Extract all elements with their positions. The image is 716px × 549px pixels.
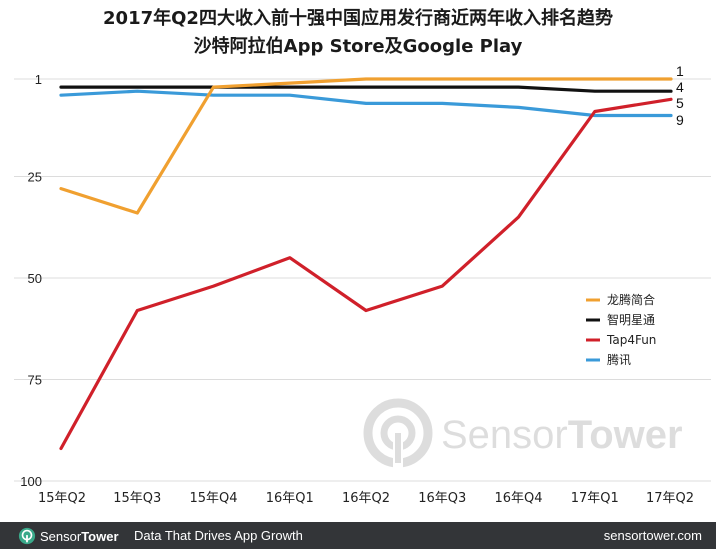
series-line: [59, 85, 673, 93]
x-tick-label: 17年Q2: [646, 491, 694, 506]
y-axis: 1 25 50 75 100: [20, 72, 42, 489]
x-tick-label: 17年Q1: [571, 491, 619, 506]
footer-brand-part1: Sensor: [40, 528, 82, 544]
series-end-label: 9: [676, 112, 684, 128]
x-tick-label: 15年Q2: [38, 491, 86, 506]
series-end-label: 4: [676, 79, 684, 95]
series-end-label: 5: [676, 95, 684, 111]
legend-label: Tap4Fun: [606, 333, 656, 347]
y-tick-label: 50: [28, 271, 42, 286]
grid: [14, 78, 711, 482]
footer-tagline: Data That Drives App Growth: [134, 528, 303, 543]
legend-label: 龙腾简合: [607, 292, 655, 307]
footer-brand: SensorTower: [40, 529, 119, 544]
footer-site-link[interactable]: sensortower.com: [603, 528, 702, 543]
footer-brand-part2: Tower: [81, 528, 119, 544]
x-axis: 15年Q2 15年Q3 15年Q4 16年Q1 16年Q2 16年Q3 16年Q4 17年Q1…: [38, 491, 694, 506]
watermark: SensorTower: [363, 398, 683, 471]
watermark-text-part2: Tower: [568, 413, 683, 457]
series-line: [59, 97, 673, 451]
y-tick-label: 100: [20, 474, 42, 489]
y-tick-label: 25: [28, 169, 42, 184]
chart-title: 2017年Q2四大收入前十强中国应用发行商近两年收入排名趋势: [103, 8, 613, 29]
series-end-label: 1: [676, 63, 684, 79]
y-tick-label: 75: [28, 372, 42, 387]
watermark-text: SensorTower: [441, 413, 683, 457]
chart-subtitle: 沙特阿拉伯App Store及Google Play: [193, 36, 523, 57]
x-tick-label: 16年Q2: [342, 491, 390, 506]
line-chart: SensorTower 1 25 50 75 100 15年Q2 15年Q3 15年Q4 16…: [14, 63, 711, 506]
x-tick-label: 15年Q4: [189, 491, 237, 506]
legend-label: 腾讯: [607, 352, 631, 367]
series-lines: [59, 77, 673, 451]
legend-label: 智明星通: [607, 312, 655, 327]
x-tick-label: 16年Q1: [266, 491, 314, 506]
series-line: [59, 77, 673, 215]
x-tick-label: 16年Q3: [418, 491, 466, 506]
watermark-text-part1: Sensor: [441, 413, 568, 457]
footer-bar: SensorTower Data That Drives App Growth …: [0, 522, 716, 549]
sensortower-logo-icon: [18, 527, 36, 545]
series-line: [59, 89, 673, 118]
footer-logo[interactable]: SensorTower: [18, 526, 119, 546]
x-tick-label: 16年Q4: [494, 491, 542, 506]
sensortower-watermark-icon: [363, 398, 433, 471]
x-tick-label: 15年Q3: [113, 491, 161, 506]
y-tick-label: 1: [35, 72, 42, 87]
